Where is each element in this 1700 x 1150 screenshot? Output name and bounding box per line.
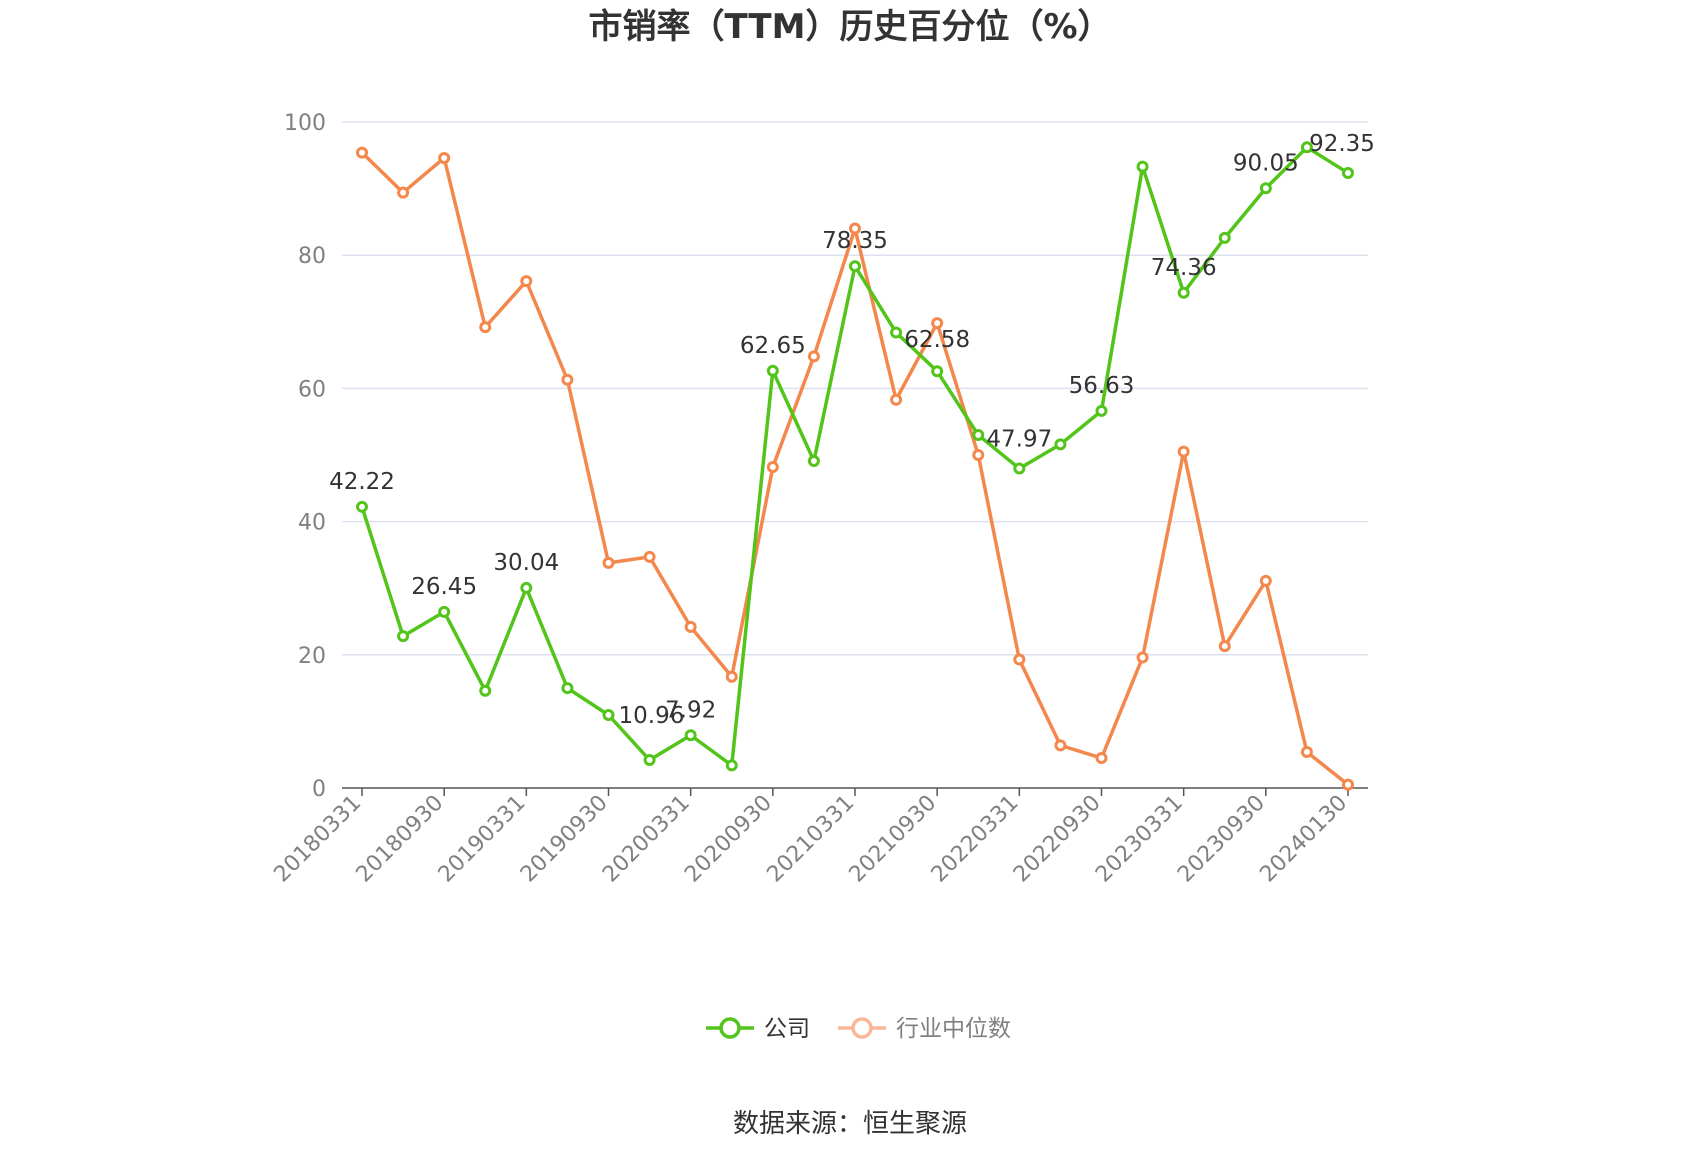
data-point [890,393,903,406]
y-tick-label: 0 [312,777,326,802]
data-point [1136,160,1149,173]
data-point [931,365,944,378]
data-point [972,429,985,442]
data-point [397,186,410,199]
legend-marker [719,1017,741,1039]
data-label: 30.04 [493,550,559,576]
data-point [1095,752,1108,765]
data-label: 90.05 [1233,150,1299,176]
x-tick-label: 20200930 [680,791,777,888]
data-point [725,670,738,683]
x-tick-label: 20230331 [1091,791,1188,888]
legend-label: 公司 [764,1016,810,1042]
legend-label: 行业中位数 [896,1016,1011,1042]
data-label: 7.92 [665,697,716,723]
data-point [1013,462,1026,475]
data-point [766,460,779,473]
data-point [356,146,368,159]
data-point [1054,739,1067,752]
chart-title: 市销率（TTM）历史百分位（%） [588,7,1111,47]
data-point [1177,445,1190,458]
data-point [397,630,410,643]
data-point [766,364,779,377]
data-source: 数据来源：恒生聚源 [733,1109,967,1139]
data-point [602,709,615,722]
x-tick-label: 20210930 [845,791,942,888]
data-label: 62.65 [740,333,806,359]
data-label: 74.36 [1151,255,1217,281]
data-point [725,759,738,772]
data-point [561,373,574,386]
data-label: 26.45 [411,574,477,600]
data-point [479,321,492,334]
x-tick-label: 20180331 [269,791,366,888]
x-tick-label: 20190930 [516,791,613,888]
legend-item-company[interactable]: 公司 [706,1016,810,1042]
data-point [890,326,903,339]
x-tick-label: 20210331 [762,791,859,888]
data-point [1342,166,1354,179]
data-point [1218,231,1231,244]
x-tick-label: 20220930 [1009,791,1106,888]
legend-item-industry-median[interactable]: 行业中位数 [838,1016,1011,1042]
data-point [1218,640,1231,653]
legend-marker [851,1017,873,1039]
x-tick-label: 20240130 [1255,791,1352,888]
data-point [602,556,615,569]
data-point [561,682,574,695]
data-point [1259,574,1272,587]
data-label: 62.58 [904,327,970,353]
data-point [972,449,985,461]
data-label: 42.22 [329,469,395,495]
x-tick-label: 20180930 [352,791,449,888]
data-point [520,275,533,288]
data-point [1054,438,1067,451]
x-tick-label: 20190331 [434,791,531,888]
data-point [684,729,697,742]
data-point [849,222,861,235]
x-tick-label: 20230930 [1173,791,1270,888]
data-point [520,581,533,594]
data-label: 10.96 [619,703,685,729]
x-tick-label: 20220331 [927,791,1024,888]
data-point [356,500,368,513]
y-tick-label: 100 [284,111,326,136]
y-tick-label: 80 [298,244,326,269]
data-point [1095,404,1108,417]
data-point [1300,141,1313,154]
data-point [849,260,861,273]
data-point [643,754,656,767]
y-tick-label: 60 [298,377,326,402]
data-point [1259,182,1272,195]
data-point [684,620,697,633]
data-label: 56.63 [1069,373,1135,399]
data-point [931,317,944,330]
data-point [1136,651,1149,664]
data-point [807,454,820,467]
x-tick-label: 20200331 [598,791,695,888]
data-point [438,151,451,164]
data-label: 92.35 [1309,131,1375,157]
data-point [438,605,451,618]
data-label: 47.97 [986,427,1052,453]
y-tick-label: 20 [298,644,326,669]
data-point [1177,286,1190,299]
data-point [479,684,492,697]
y-tick-label: 40 [298,511,326,536]
data-point [1013,653,1026,666]
data-point [1342,778,1354,791]
data-point [643,550,656,563]
data-point [1300,746,1313,759]
data-label: 78.35 [822,228,888,254]
data-point [807,350,820,363]
